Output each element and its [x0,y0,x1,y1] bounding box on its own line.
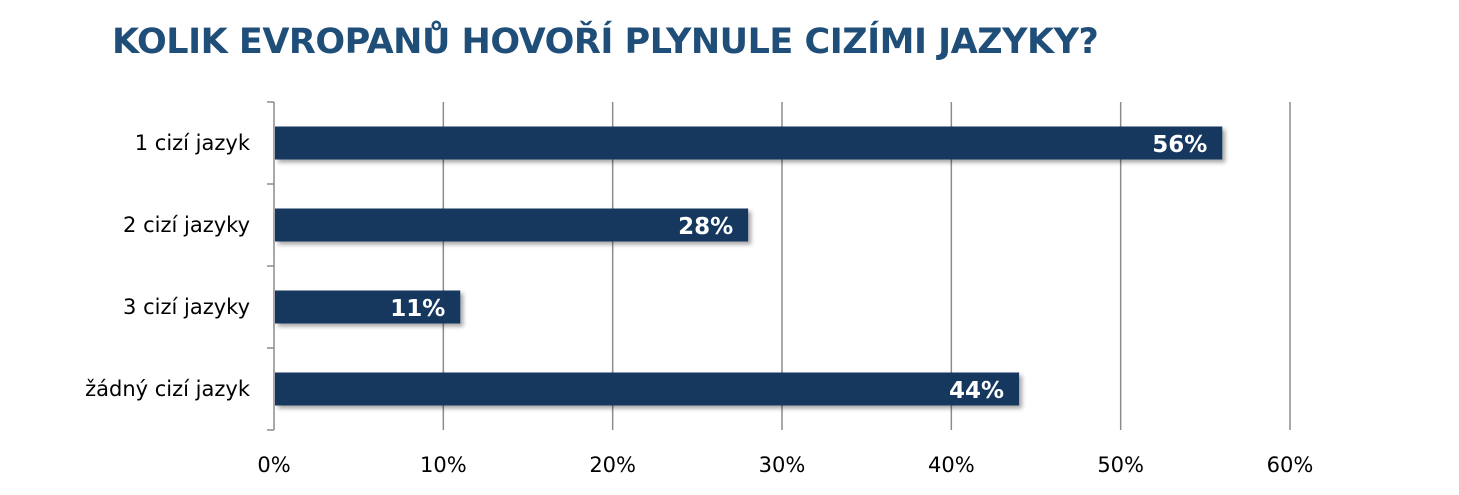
data-label: 28% [678,214,733,240]
bar [275,126,1223,160]
category-label: 3 cizí jazyky [123,295,250,319]
data-label: 44% [949,378,1004,404]
data-labels: 56% 28% 11% 44% [390,132,1207,404]
category-label: žádný cizí jazyk [85,377,251,401]
x-tick-label: 60% [1267,453,1314,477]
category-label: 1 cizí jazyk [135,131,251,155]
category-label: 2 cizí jazyky [123,213,250,237]
chart-title: KOLIK EVROPANŮ HOVOŘÍ PLYNULE CIZÍMI JAZ… [112,22,1099,62]
data-label: 11% [390,296,445,322]
y-axis [267,101,275,431]
data-label: 56% [1152,132,1207,158]
x-tick-label: 20% [589,453,636,477]
x-tick-label: 50% [1097,453,1144,477]
bar [275,290,461,324]
x-tick-label: 30% [759,453,806,477]
bar [275,372,1020,406]
x-tick-labels: 0% 10% 20% 30% 40% 50% 60% [257,453,1313,477]
bar [275,208,749,242]
x-tick-label: 40% [928,453,975,477]
bars [275,126,1223,406]
category-labels: 1 cizí jazyk 2 cizí jazyky 3 cizí jazyky žá… [85,131,251,401]
x-tick-label: 0% [257,453,290,477]
x-tick-label: 10% [420,453,467,477]
